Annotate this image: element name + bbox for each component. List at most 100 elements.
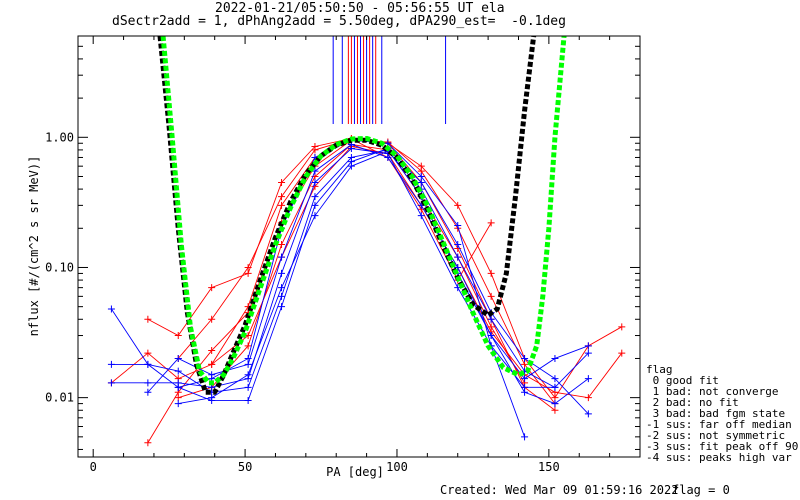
data-point-blue — [278, 284, 286, 292]
data-point-blue — [584, 375, 592, 383]
legend-entry: -4 sus: peaks high var — [646, 451, 792, 464]
data-point-red — [618, 323, 626, 331]
fit-curve-black — [157, 35, 537, 395]
data-point-blue — [551, 400, 559, 408]
data-point-red — [311, 146, 319, 154]
data-point-blue — [278, 269, 286, 277]
data-point-blue — [311, 193, 319, 201]
data-point-red — [551, 394, 559, 402]
data-point-red — [244, 269, 252, 277]
data-point-blue — [244, 397, 252, 405]
data-point-blue — [551, 354, 559, 362]
peak-markers-layer — [332, 36, 447, 124]
data-point-red — [487, 269, 495, 277]
data-point-blue — [278, 253, 286, 261]
footer-created: Created: Wed Mar 09 01:59:16 2022 — [440, 483, 679, 497]
data-point-red — [174, 394, 182, 402]
data-point-red — [144, 349, 152, 357]
axes-layer: 0 50 100 150 0.01 0.10 1.00 — [45, 36, 640, 474]
data-point-blue — [417, 178, 425, 186]
data-point-red — [144, 439, 152, 447]
chart-title-line2: dSectr2add = 1, dPhAng2add = 5.50deg, dP… — [112, 14, 566, 29]
data-point-blue — [311, 178, 319, 186]
x-tick-label: 50 — [238, 460, 252, 474]
data-point-blue — [521, 354, 529, 362]
data-point-blue — [174, 400, 182, 408]
data-point-blue — [454, 263, 462, 271]
data-point-blue — [208, 394, 216, 402]
data-point-blue — [487, 332, 495, 340]
data-point-blue — [278, 292, 286, 300]
data-point-blue — [417, 212, 425, 220]
data-point-red — [278, 201, 286, 209]
data-point-blue — [347, 162, 355, 170]
y-axis-label: nflux [#/(cm^2 s sr MeV)] — [27, 156, 41, 337]
data-point-red — [618, 349, 626, 357]
data-point-blue — [174, 367, 182, 375]
data-point-red — [174, 332, 182, 340]
data-point-blue — [454, 253, 462, 261]
x-tick-label: 100 — [386, 460, 408, 474]
fit-curves-layer — [157, 35, 567, 395]
data-point-blue — [521, 433, 529, 441]
x-axis-label: PA [deg] — [326, 465, 384, 479]
data-point-blue — [174, 383, 182, 391]
data-point-red — [487, 292, 495, 300]
data-point-red — [244, 342, 252, 350]
data-point-blue — [107, 360, 115, 368]
legend-entry: -1 sus: far off median — [646, 418, 792, 431]
fit-curve-green — [160, 35, 567, 386]
plot-frame — [77, 35, 641, 458]
data-point-red — [208, 284, 216, 292]
data-point-red — [278, 178, 286, 186]
data-point-blue — [454, 222, 462, 230]
footer-flag: flag = 0 — [672, 483, 730, 497]
data-point-blue — [311, 201, 319, 209]
data-point-blue — [278, 303, 286, 311]
legend-entry: 0 good fit — [646, 374, 719, 387]
data-point-red — [487, 323, 495, 331]
data-point-red — [244, 263, 252, 271]
data-point-red — [208, 347, 216, 355]
data-point-blue — [384, 153, 392, 161]
data-point-red — [144, 315, 152, 323]
data-point-blue — [144, 360, 152, 368]
data-point-red — [584, 394, 592, 402]
data-point-blue — [244, 360, 252, 368]
data-point-red — [551, 406, 559, 414]
data-point-blue — [521, 375, 529, 383]
y-tick-label: 1.00 — [45, 130, 74, 144]
data-point-blue — [107, 305, 115, 313]
data-point-red — [521, 360, 529, 368]
legend-entry: 3 bad: bad fgm state — [646, 407, 786, 420]
legend-entry: 1 bad: not converge — [646, 385, 779, 398]
data-point-red — [208, 360, 216, 368]
legend-entry: 2 bad: no fit — [646, 396, 739, 409]
data-point-blue — [244, 371, 252, 379]
legend-entry: -2 sus: not symmetric — [646, 429, 786, 442]
data-point-blue — [244, 383, 252, 391]
data-point-blue — [311, 212, 319, 220]
data-point-blue — [417, 172, 425, 180]
y-tick-label: 0.01 — [45, 391, 74, 405]
series-line-blue — [147, 144, 589, 405]
data-point-blue — [144, 388, 152, 396]
data-point-blue — [584, 349, 592, 357]
y-tick-label: 0.10 — [45, 260, 74, 274]
data-point-red — [278, 241, 286, 249]
x-tick-label: 150 — [538, 460, 560, 474]
data-point-red — [208, 315, 216, 323]
data-point-blue — [244, 354, 252, 362]
data-point-blue — [584, 342, 592, 350]
series-line-blue — [178, 150, 556, 405]
data-point-blue — [487, 315, 495, 323]
data-point-red — [454, 201, 462, 209]
data-point-blue — [144, 379, 152, 387]
legend-title: flag — [646, 363, 673, 376]
data-point-blue — [521, 388, 529, 396]
data-point-blue — [551, 375, 559, 383]
data-point-blue — [584, 410, 592, 418]
data-point-red — [487, 219, 495, 227]
data-point-blue — [107, 379, 115, 387]
